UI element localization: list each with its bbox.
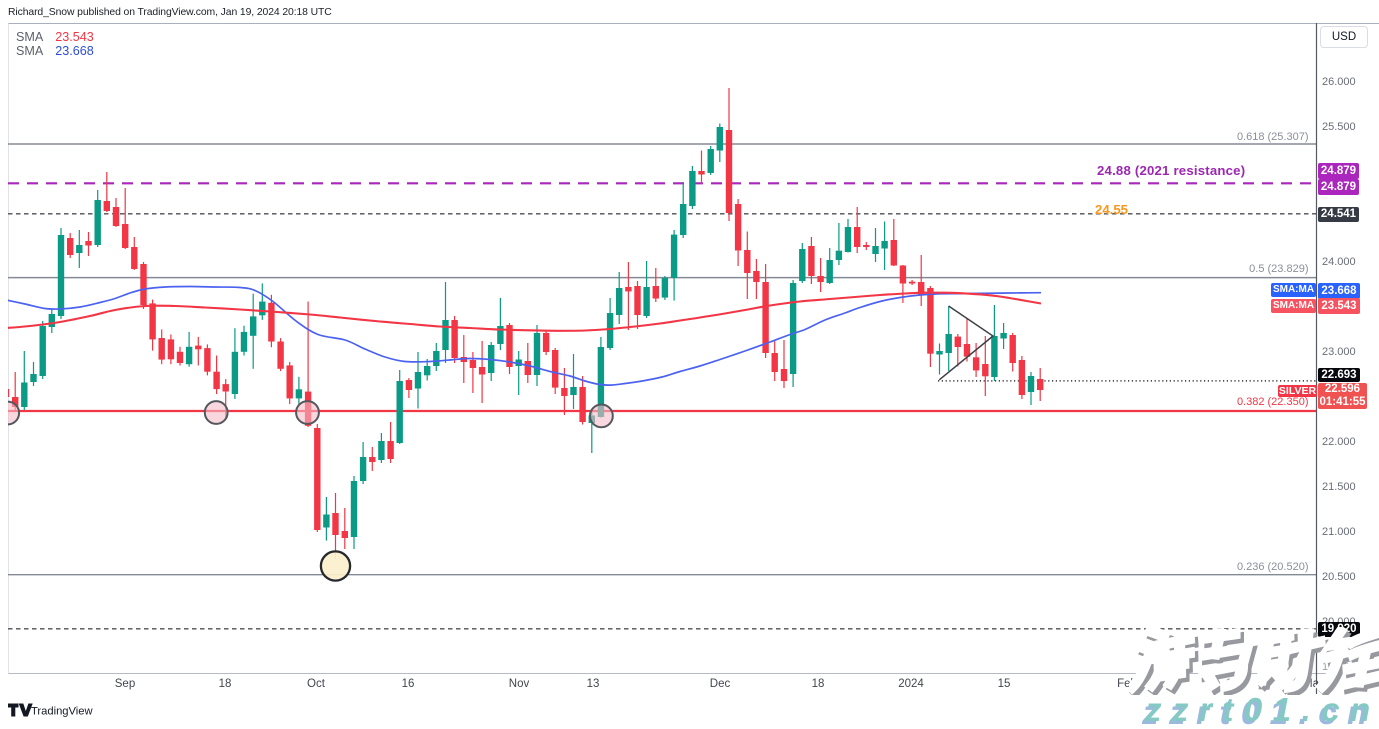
svg-text:TradingView: TradingView	[31, 706, 93, 718]
